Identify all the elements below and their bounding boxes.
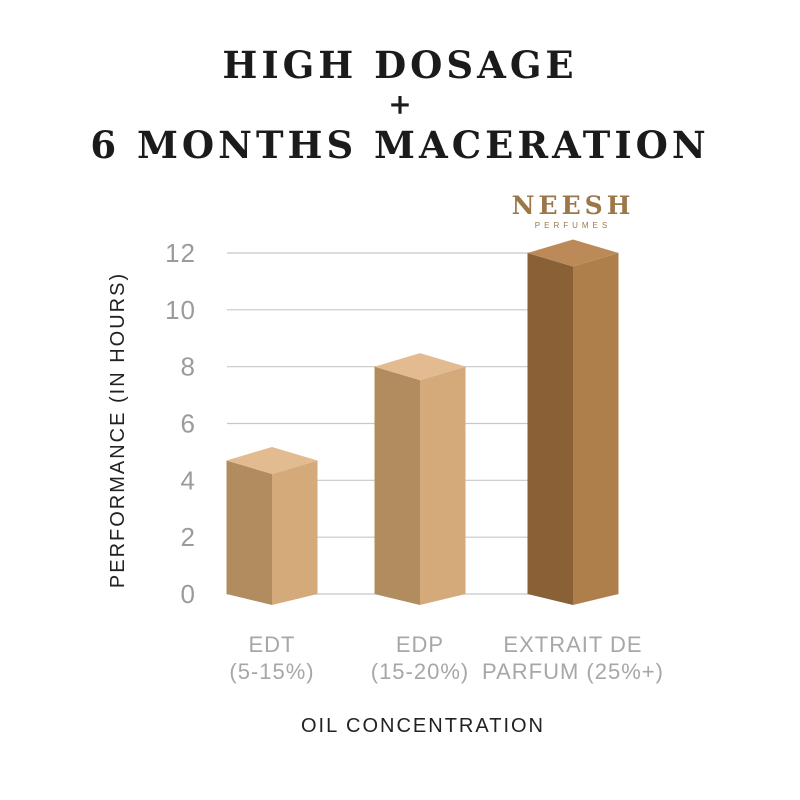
y-tick-label-8: 8 xyxy=(181,352,196,382)
bar-face-top xyxy=(374,353,466,381)
x-category-extrait-de-parfum-line-1: EXTRAIT DE xyxy=(503,632,642,657)
y-tick-label-10: 10 xyxy=(165,295,196,325)
x-category-edp-line-1: EDP xyxy=(396,632,444,657)
y-tick-label-12: 12 xyxy=(165,238,196,268)
bar-face-right xyxy=(420,366,466,605)
brand-logo: NEESH PERFUMES xyxy=(512,192,635,230)
bar-face-top xyxy=(226,446,318,474)
y-tick-label-0: 0 xyxy=(181,579,196,609)
y-tick-label-6: 6 xyxy=(181,409,196,439)
title-block: HIGH DOSAGE + 6 MONTHS MACERATION xyxy=(0,44,800,166)
y-axis-title: PERFORMANCE (IN HOURS) xyxy=(107,272,129,588)
title-line-2: 6 MONTHS MACERATION xyxy=(90,123,710,167)
y-tick-label-4: 4 xyxy=(181,465,196,495)
bar-face-left xyxy=(527,253,573,605)
bar-edt xyxy=(226,446,318,605)
bar-face-left xyxy=(226,460,272,605)
bar-edp xyxy=(374,353,466,605)
brand-name: NEESH xyxy=(511,191,635,220)
title-plus-sign: + xyxy=(388,88,412,121)
bar-face-right xyxy=(272,460,318,605)
bar-face-right xyxy=(573,253,619,605)
brand-subtitle: PERFUMES xyxy=(534,221,612,230)
x-axis-title: OIL CONCENTRATION xyxy=(301,715,545,737)
title-line-1: HIGH DOSAGE xyxy=(222,43,578,87)
x-category-edt-line-2: (5-15%) xyxy=(229,659,314,684)
bar-layer xyxy=(226,239,619,605)
bar-extrait-de-parfum xyxy=(527,239,619,605)
y-tick-label-2: 2 xyxy=(181,522,196,552)
bar-face-left xyxy=(374,366,420,605)
x-category-edp-line-2: (15-20%) xyxy=(371,659,469,684)
x-category-extrait-de-parfum-line-2: PARFUM (25%+) xyxy=(482,659,664,684)
bar-face-top xyxy=(527,239,619,267)
x-category-edt-line-1: EDT xyxy=(249,632,296,657)
